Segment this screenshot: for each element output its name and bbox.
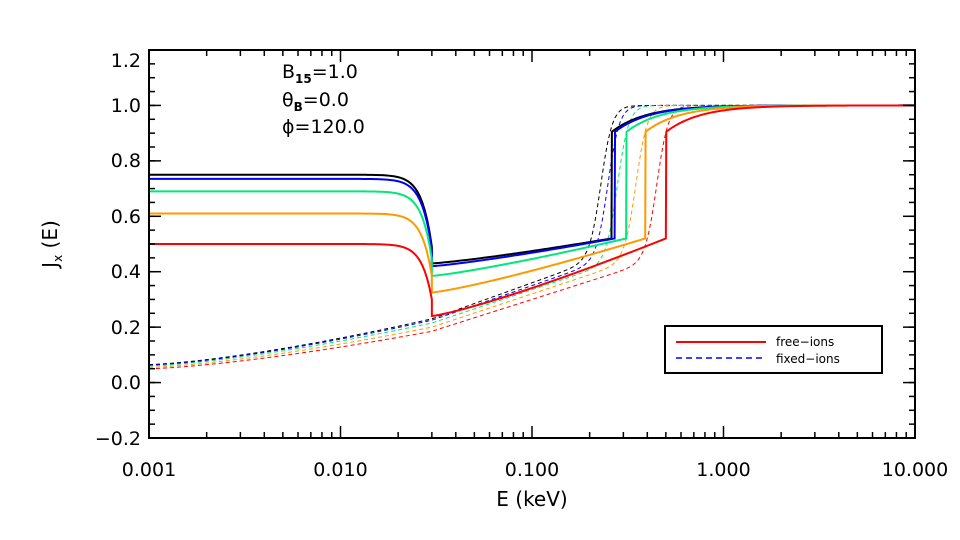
x-tick-label: 0.100	[505, 459, 559, 481]
x-tick-label: 10.000	[882, 459, 948, 481]
legend-box	[664, 325, 883, 374]
y-tick-label: 0.6	[111, 206, 141, 228]
y-tick-label: −0.2	[95, 428, 141, 450]
y-axis-title-sub: x	[51, 255, 65, 262]
param-theta-value: =0.0	[303, 89, 349, 111]
y-axis-title-rest: (E)	[38, 220, 62, 255]
y-tick-label: 1.0	[111, 95, 141, 117]
legend: free−ions fixed−ions	[664, 325, 883, 374]
param-theta-sub: B	[294, 100, 303, 114]
y-tick-label: 1.2	[111, 50, 141, 72]
param-b15-sub: 15	[295, 72, 312, 86]
y-tick-label: 0.8	[111, 150, 141, 172]
legend-label-fixed-ions: fixed−ions	[776, 352, 840, 366]
param-b15-value: =1.0	[312, 61, 358, 83]
y-tick-label: 0.0	[111, 372, 141, 394]
parameter-annotations: B15=1.0 θB=0.0 ϕ=120.0	[282, 61, 365, 138]
param-b15-main: B	[282, 61, 295, 83]
plot-lines	[148, 104, 916, 370]
y-axis-title-main: J	[38, 262, 62, 270]
y-tick-label: 0.2	[111, 317, 141, 339]
series-black-free-ions	[149, 104, 915, 265]
series-green-fixed-ions	[148, 104, 915, 367]
series-blue-free-ions	[149, 104, 915, 268]
param-theta-main: θ	[282, 89, 294, 111]
x-tick-labels: 0.001 0.010 0.100 1.000 10.000	[122, 459, 948, 481]
y-axis-title: Jx (E)	[38, 220, 65, 270]
y-tick-label: 0.4	[111, 261, 141, 283]
param-phi-main: ϕ	[282, 116, 295, 138]
param-b15: B15=1.0	[282, 61, 358, 86]
axis-ticks	[148, 49, 915, 439]
param-theta: θB=0.0	[282, 89, 349, 114]
series-red-free-ions	[149, 104, 915, 318]
series-orange-free-ions	[149, 104, 915, 294]
param-phi-value: =120.0	[295, 116, 365, 138]
param-phi: ϕ=120.0	[282, 116, 365, 138]
legend-label-free-ions: free−ions	[776, 335, 834, 349]
x-tick-label: 0.001	[122, 459, 176, 481]
x-tick-label: 0.010	[313, 459, 367, 481]
x-axis-title: E (keV)	[496, 487, 567, 511]
y-tick-labels: −0.2 0.0 0.2 0.4 0.6 0.8 1.0 1.2	[95, 50, 141, 450]
x-tick-label: 1.000	[696, 459, 750, 481]
